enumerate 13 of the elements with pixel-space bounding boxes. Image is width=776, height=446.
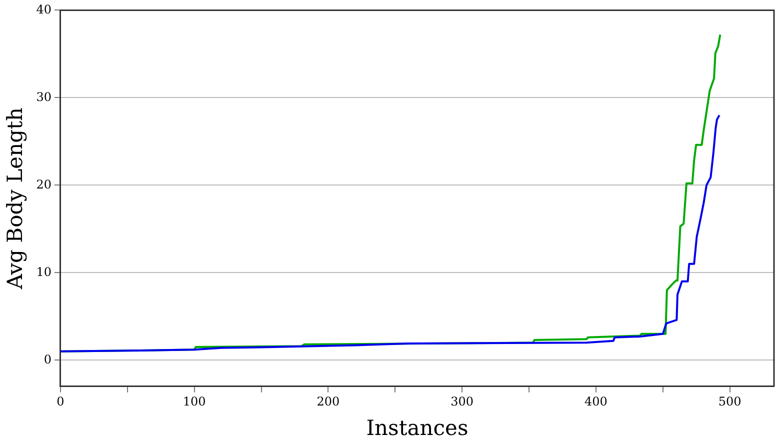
x-tick-label: 300 (450, 394, 474, 409)
y-tick-label: 0 (44, 352, 52, 366)
x-tick-label: 0 (56, 394, 64, 409)
y-tick-label: 40 (36, 2, 52, 16)
y-tick-label: 20 (36, 177, 52, 192)
x-axis-title: Instances (366, 416, 468, 440)
y-tick-label: 30 (36, 90, 52, 104)
y-axis-title: Avg Body Length (3, 107, 28, 290)
x-tick-label: 500 (718, 394, 742, 409)
x-tick-label: 400 (584, 394, 608, 409)
y-tick-label: 10 (36, 264, 52, 279)
x-tick-label: 100 (182, 394, 206, 409)
x-tick-label: 200 (316, 394, 340, 409)
